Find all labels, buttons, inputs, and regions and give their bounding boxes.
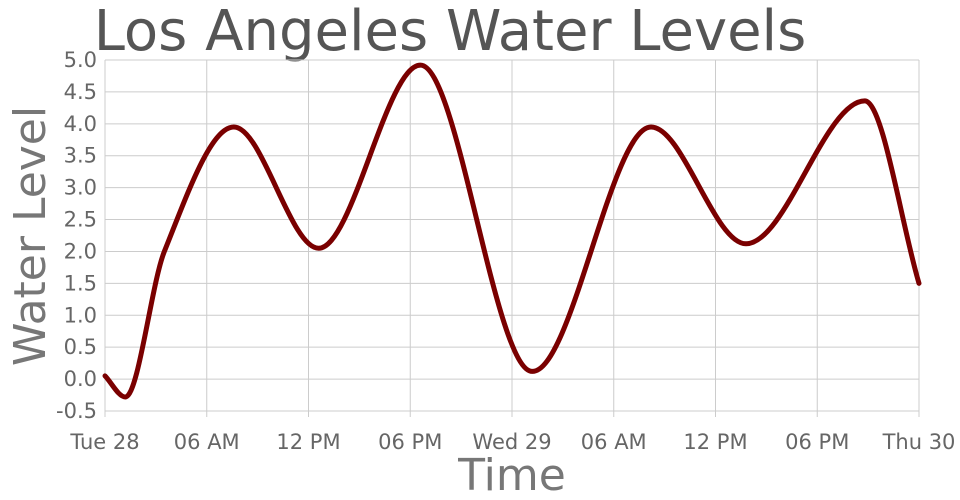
x-tick-label: 06 PM — [378, 430, 442, 454]
x-axis-title: Time — [457, 450, 566, 500]
x-tick-label: 06 AM — [581, 430, 647, 454]
y-tick-label: 0.5 — [64, 335, 97, 359]
y-tick-label: 4.5 — [64, 80, 97, 104]
x-tick-label: Wed 29 — [472, 430, 551, 454]
series-group — [102, 62, 922, 400]
y-tick-label: 3.5 — [64, 144, 97, 168]
y-tick-label: 1.5 — [64, 271, 97, 295]
y-tick-label: 0.0 — [64, 367, 97, 391]
y-axis-title: Water Level — [5, 106, 56, 366]
y-tick-label: 2.0 — [64, 239, 97, 263]
x-tick-label: Thu 30 — [882, 430, 956, 454]
y-tick-label: -0.5 — [56, 399, 97, 423]
water-level-series-line — [102, 62, 922, 400]
grid — [104, 59, 920, 417]
x-tick-label: Tue 28 — [69, 430, 139, 454]
x-tick-label: 06 AM — [174, 430, 240, 454]
y-tick-label: 1.0 — [64, 303, 97, 327]
x-tick-label: 12 PM — [276, 430, 340, 454]
x-axis-ticks: Tue 28 06 AM 12 PM 06 PM Wed 29 06 AM 12 PM 06 … — [69, 430, 955, 454]
y-tick-label: 3.0 — [64, 176, 97, 200]
y-tick-label: 4.0 — [64, 112, 97, 136]
chart-title: Los Angeles Water Levels — [94, 0, 807, 64]
y-tick-label: 5.0 — [64, 48, 97, 72]
x-tick-label: 06 PM — [785, 430, 849, 454]
y-axis-ticks: -0.5 0.0 0.5 1.0 1.5 2.0 2.5 3.0 3.5 4.0 4.5 5.0 — [56, 48, 97, 423]
y-tick-label: 2.5 — [64, 208, 97, 232]
x-tick-label: 12 PM — [683, 430, 747, 454]
